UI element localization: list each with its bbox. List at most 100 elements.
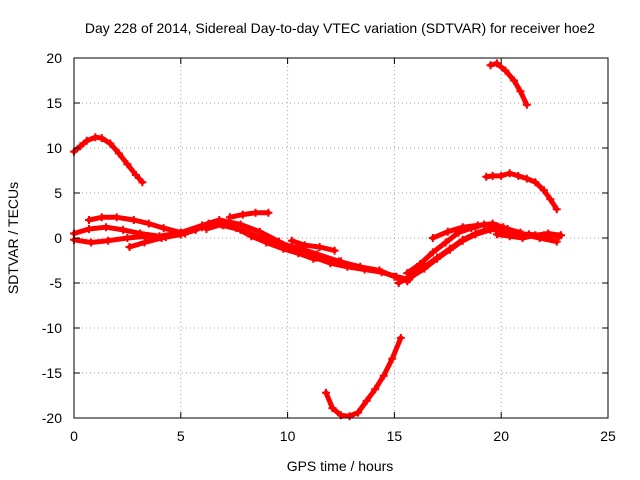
data-point xyxy=(471,230,480,239)
data-point xyxy=(251,208,260,217)
data-point xyxy=(492,230,501,239)
data-point xyxy=(176,230,185,239)
x-tick-label: 15 xyxy=(387,428,403,444)
data-point xyxy=(428,234,437,242)
data-point xyxy=(458,223,467,232)
data-point xyxy=(497,171,506,180)
series-arc-e xyxy=(225,208,273,222)
y-tick-label: 15 xyxy=(46,95,62,111)
data-point xyxy=(488,171,497,180)
data-point xyxy=(97,213,106,222)
data-point xyxy=(458,236,467,245)
data-point xyxy=(262,238,271,247)
data-point xyxy=(379,371,388,380)
x-tick-label: 0 xyxy=(70,428,78,444)
data-point xyxy=(362,396,371,405)
y-tick-label: -10 xyxy=(42,320,62,336)
data-point xyxy=(354,408,363,417)
series-line xyxy=(71,134,145,185)
data-point xyxy=(129,216,138,224)
data-point xyxy=(300,241,309,250)
data-point xyxy=(388,354,397,363)
data-point xyxy=(546,195,555,204)
data-point xyxy=(552,205,561,214)
data-point xyxy=(97,134,106,143)
grid-lines xyxy=(74,58,608,418)
data-point xyxy=(375,266,384,275)
data-point xyxy=(522,174,531,183)
data-point xyxy=(531,231,540,240)
data-point xyxy=(445,245,454,254)
data-point xyxy=(82,136,91,145)
data-point xyxy=(112,213,121,222)
data-point xyxy=(539,186,548,195)
data-point xyxy=(505,232,514,241)
data-point xyxy=(106,139,115,148)
series-arc-f xyxy=(202,220,345,266)
data-point xyxy=(287,236,296,245)
series-arc-20-high xyxy=(486,59,531,109)
data-point xyxy=(518,234,527,242)
series-arc-20-mid xyxy=(482,169,561,214)
series-line xyxy=(323,335,404,419)
data-point xyxy=(114,149,123,158)
data-point xyxy=(125,243,134,251)
data-point xyxy=(123,160,132,169)
series-arc-night-low xyxy=(322,333,405,421)
y-tick-label: -5 xyxy=(50,275,63,291)
data-point xyxy=(510,76,519,85)
y-tick-label: 5 xyxy=(54,185,62,201)
data-point xyxy=(76,142,85,151)
data-point xyxy=(144,219,153,228)
data-point xyxy=(279,244,288,253)
data-point xyxy=(232,224,241,233)
data-point xyxy=(138,178,147,187)
data-point xyxy=(473,221,482,230)
data-point xyxy=(522,100,531,109)
data-point xyxy=(516,87,525,96)
data-point xyxy=(403,269,412,278)
data-point xyxy=(217,220,226,229)
x-axis-label: GPS time / hours xyxy=(287,458,394,474)
data-point xyxy=(552,237,561,246)
series-line xyxy=(483,170,560,212)
series-layer xyxy=(70,59,566,421)
data-point xyxy=(492,59,501,68)
data-point xyxy=(514,171,523,180)
data-point xyxy=(202,225,211,233)
x-tick-label: 25 xyxy=(600,428,616,444)
y-tick-label: -20 xyxy=(42,410,62,426)
data-point xyxy=(294,249,303,258)
x-tick-label: 5 xyxy=(177,428,185,444)
data-point xyxy=(428,248,437,257)
data-point xyxy=(486,225,495,234)
chart-title: Day 228 of 2014, Sidereal Day-to-day VTE… xyxy=(85,20,595,36)
y-tick-label: -15 xyxy=(42,365,62,381)
data-point xyxy=(330,246,339,255)
data-point xyxy=(84,216,93,224)
data-point xyxy=(443,227,452,236)
data-point xyxy=(324,255,333,264)
data-point xyxy=(309,254,318,263)
data-point xyxy=(119,225,128,234)
y-tick-label: 20 xyxy=(46,50,62,66)
data-point xyxy=(225,213,234,222)
data-point xyxy=(142,232,151,241)
data-point xyxy=(238,210,247,219)
data-point xyxy=(441,238,450,247)
series-line xyxy=(227,210,271,220)
data-point xyxy=(322,388,331,397)
data-point xyxy=(328,404,337,413)
data-point xyxy=(488,219,497,228)
data-point xyxy=(371,385,380,394)
data-point xyxy=(420,264,429,273)
data-point xyxy=(157,234,166,242)
data-point xyxy=(345,412,354,421)
data-point xyxy=(356,262,365,271)
data-point xyxy=(531,178,540,187)
y-ticks: -20 -15 -10 -5 0 5 10 15 20 xyxy=(42,50,608,426)
data-point xyxy=(140,238,149,247)
data-point xyxy=(501,66,510,75)
series-arc-g xyxy=(287,236,339,255)
